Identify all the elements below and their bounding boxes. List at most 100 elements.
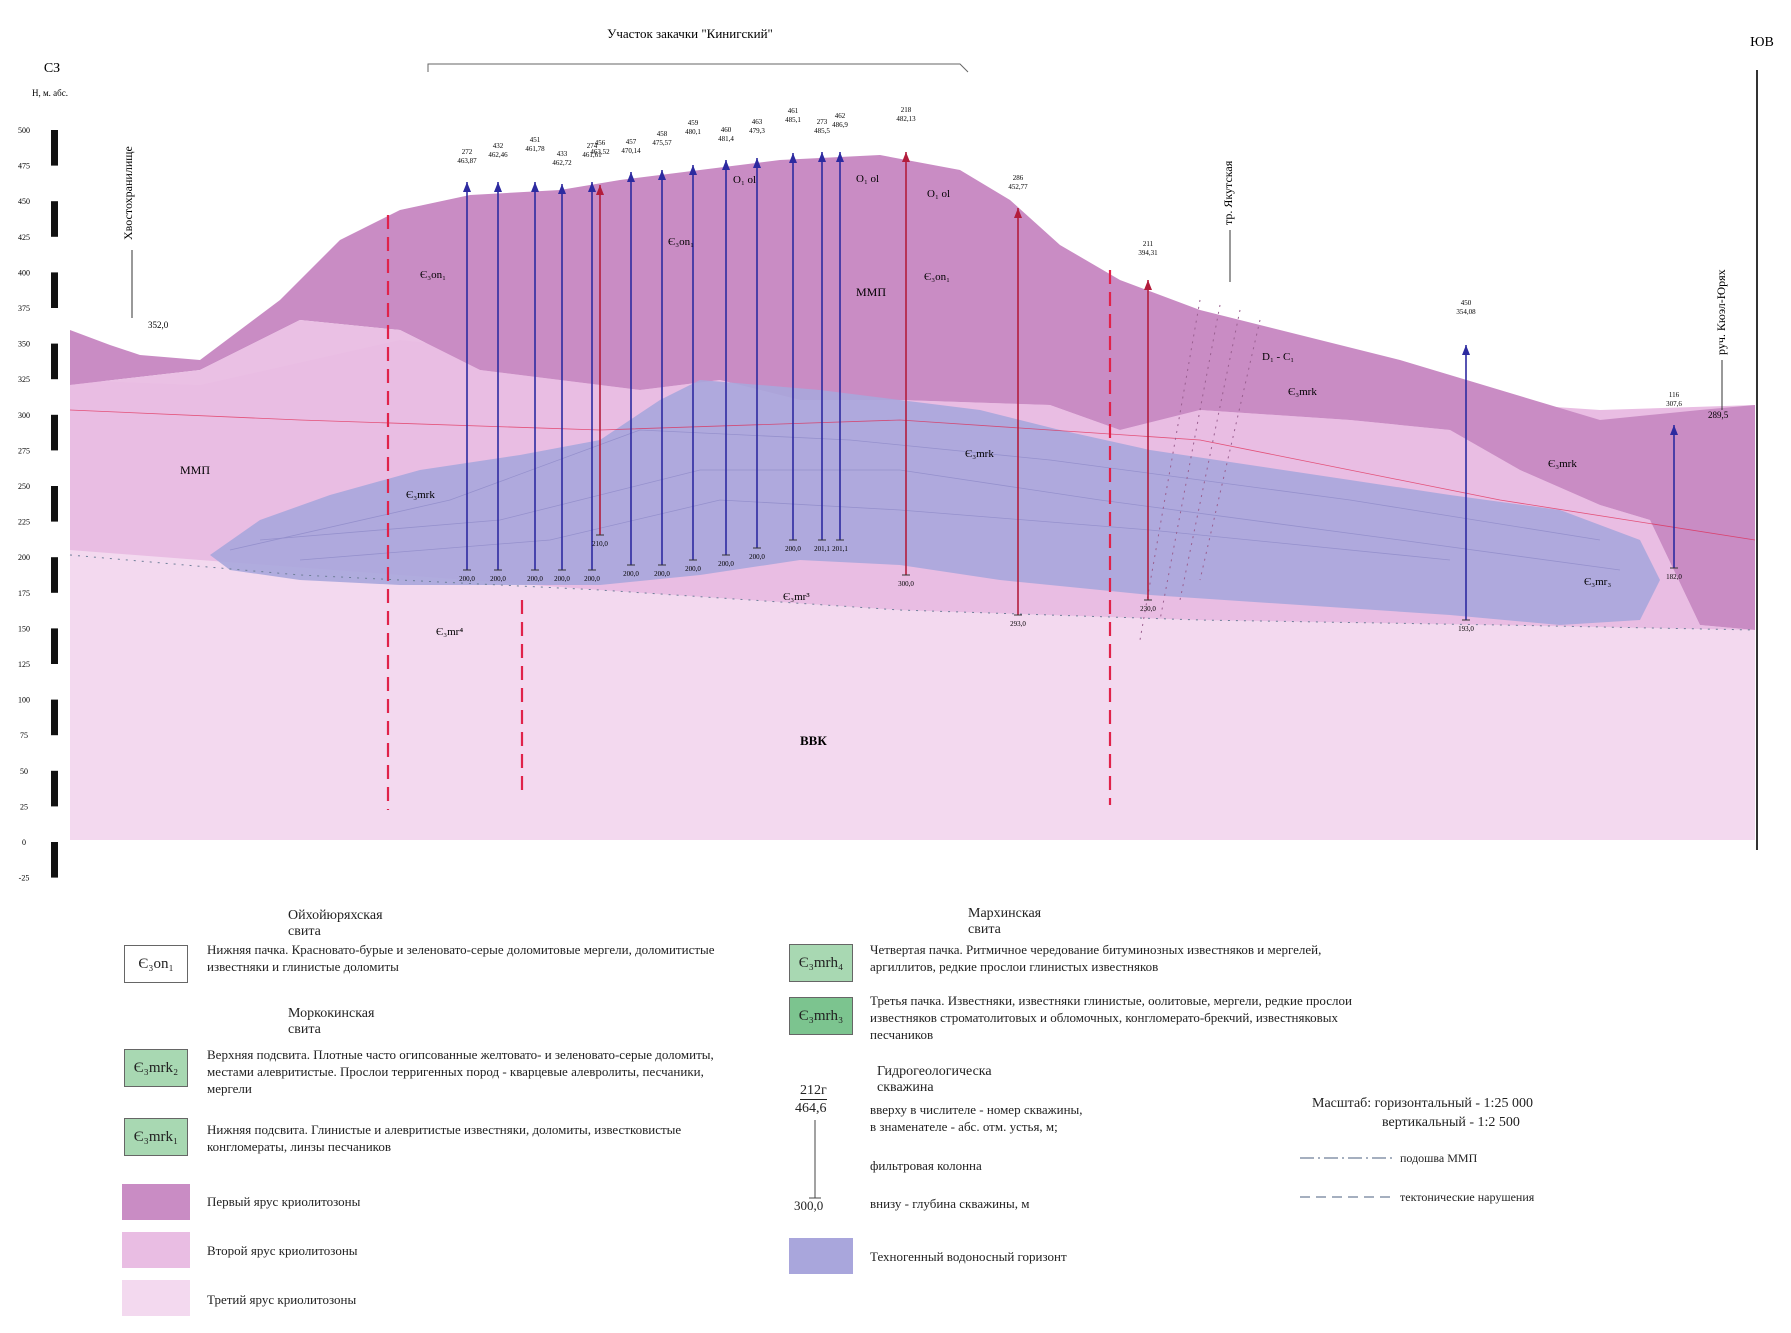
elevation-scale-segment — [51, 770, 58, 807]
well-depth: 201,1 — [814, 545, 830, 553]
well-depth: 230,0 — [1140, 605, 1156, 613]
well-head-marker — [1144, 280, 1152, 290]
mrk-label-right1: Є₃mrk — [1288, 386, 1317, 398]
fault-zone-dots — [1139, 299, 1261, 641]
well-depth: 200,0 — [490, 575, 506, 583]
legend-well-filter: фильтровая колонна — [870, 1158, 982, 1173]
legend-symbol-mrk2: Є₃mrk₂ — [124, 1049, 188, 1087]
elevation-tick-label: 250 — [18, 482, 30, 491]
well-depth: 200,0 — [749, 553, 765, 561]
legend-well-desc2: в знаменателе - абс. отм. устья, м; — [870, 1119, 1058, 1134]
elevation-tick-label: 450 — [18, 197, 30, 206]
well-number: 462 — [835, 112, 846, 120]
well-head-marker — [658, 170, 666, 180]
o-ol-label-2: O₁ ol — [856, 173, 879, 185]
well-depth: 200,0 — [527, 575, 543, 583]
elevation-tick-label: 50 — [20, 767, 28, 776]
on1-label-mid: Є₃on₁ — [668, 236, 694, 248]
well-number: 450 — [1461, 299, 1472, 307]
well-head-marker — [1462, 345, 1470, 355]
elevation-scale-segment — [51, 486, 58, 522]
elevation-scale-segment — [51, 414, 58, 451]
well-depth: 193,0 — [1458, 625, 1474, 633]
elevation-tick-label: 350 — [18, 340, 30, 349]
well-collar-elevation: 486,9 — [832, 121, 848, 129]
legend-title-oikhoy: Ойхойюряхская свита — [288, 908, 383, 939]
stream-yakutskaya-label: тр. Якутская — [1221, 160, 1235, 225]
well-depth: 200,0 — [718, 560, 734, 568]
well-number: 461 — [788, 107, 799, 115]
mmp-label-top: ММП — [856, 285, 886, 299]
first-tier-layer — [70, 155, 1755, 630]
fault-lines — [386, 215, 1112, 810]
well-number: 458 — [657, 130, 668, 138]
well-collar-elevation: 461,61 — [582, 151, 602, 159]
well-head-marker — [558, 184, 566, 194]
legend-mmp-base: подошва ММП — [1400, 1151, 1478, 1165]
elevation-tick-label: 300 — [18, 411, 30, 420]
legend-well-num: 212г — [800, 1083, 827, 1100]
well-depth: 210,0 — [592, 540, 608, 548]
well-collar-elevation: 462,46 — [488, 151, 508, 159]
well-depth: 201,1 — [832, 545, 848, 553]
mr-label-low1: Є₃mr⁴ — [436, 626, 463, 638]
legend-text-tier1: Первый ярус криолитозоны — [207, 1194, 361, 1209]
well-collar-elevation: 481,4 — [718, 135, 734, 143]
well-collar-elevation: 461,78 — [525, 145, 545, 153]
direction-se: ЮВ — [1750, 35, 1774, 50]
legend-well-depth: 300,0 — [794, 1198, 824, 1213]
elevation-scale-segment — [51, 272, 58, 308]
legend-line-samples — [1300, 1157, 1392, 1198]
elevation-tick-label: 500 — [18, 126, 30, 135]
stream-kyuel-label: руч. Кюэл-Юрях — [1714, 269, 1728, 355]
legend-well-icon — [809, 1120, 821, 1199]
legend-well-bottom: внизу - глубина скважины, м — [870, 1196, 1030, 1211]
well-collar-elevation: 307,6 — [1666, 400, 1682, 408]
well-head-marker — [463, 182, 471, 192]
elevation-tick-label: 175 — [18, 589, 30, 598]
well-depth: 200,0 — [685, 565, 701, 573]
well-number: 459 — [688, 119, 699, 127]
d-c-label: D₁ - C₁ — [1262, 351, 1294, 363]
well-depth: 200,0 — [623, 570, 639, 578]
technogenic-aquifer — [210, 380, 1660, 625]
well-head-marker — [789, 153, 797, 163]
legend-text-mrh4: Четвертая пачка. Ритмичное чередование б… — [870, 942, 1322, 974]
well-number: 432 — [493, 142, 504, 150]
elevation-tick-label: 75 — [20, 731, 28, 740]
legend-scale-horizontal: Масштаб: горизонтальный - 1:25 000 — [1312, 1096, 1533, 1111]
legend-faults: тектонические нарушения — [1400, 1190, 1535, 1204]
well-number: 211 — [1143, 240, 1154, 248]
mrk-label-right2: Є₃mrk — [1548, 458, 1577, 470]
well-number: 463 — [752, 118, 763, 126]
well-collar-elevation: 354,08 — [1456, 308, 1476, 316]
elevation-scale-segment — [51, 343, 58, 380]
legend-text-mrh3: Третья пачка. Известняки, известняки гли… — [870, 993, 1352, 1042]
legend-text-on1: Нижняя пачка. Красновато-бурые и зеленов… — [207, 942, 715, 974]
mrk-label-mid: Є₃mrk — [965, 448, 994, 460]
well-depth: 200,0 — [584, 575, 600, 583]
elevation-scale-bar — [51, 130, 58, 878]
well-number: 116 — [1669, 391, 1680, 399]
well-collar-elevation: 482,13 — [896, 115, 916, 123]
legend-symbol-mrk1: Є₃mrk₁ — [124, 1118, 188, 1156]
on1-label-left: Є₃on₁ — [420, 269, 446, 281]
legend-swatch-tier2 — [122, 1232, 190, 1268]
geologic-cross-section: 5004754504254003753503253002752502252001… — [18, 26, 1774, 883]
well-depth: 200,0 — [459, 575, 475, 583]
well-collar-elevation: 463,52 — [590, 148, 610, 156]
tailings-level: 352,0 — [148, 320, 169, 330]
